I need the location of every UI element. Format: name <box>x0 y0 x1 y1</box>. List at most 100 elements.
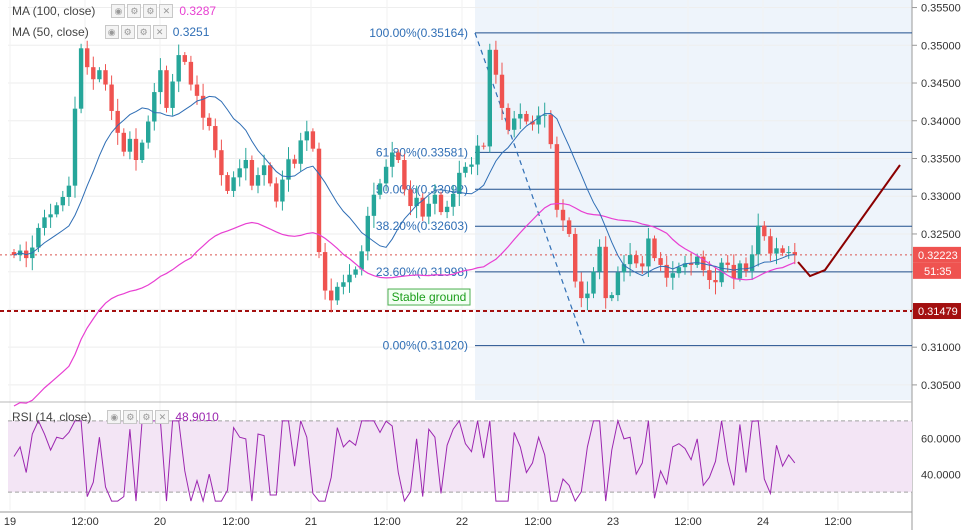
candle-body <box>170 81 175 108</box>
fibonacci-level-label: 100.00%(0.35164) <box>369 26 468 40</box>
candle-body <box>676 267 682 274</box>
fibonacci-zone <box>475 0 912 400</box>
candle-body <box>310 131 316 149</box>
candle-body <box>103 70 108 85</box>
countdown-tag-label: 51:35 <box>924 266 952 278</box>
candle-body <box>274 183 279 202</box>
candle-body <box>451 193 456 207</box>
candle-body <box>36 227 41 248</box>
candle-body <box>756 225 761 255</box>
eye-icon[interactable]: ◉ <box>104 25 119 39</box>
candle-body <box>688 263 694 265</box>
candle-body <box>518 113 523 119</box>
candle-body <box>133 138 139 160</box>
candle-body <box>286 159 291 180</box>
candle-body <box>213 126 218 151</box>
candle-body <box>261 165 267 176</box>
candle-body <box>60 196 65 206</box>
settings-icon[interactable]: ⚙ <box>136 25 151 39</box>
candle-body <box>335 286 340 301</box>
candle-body <box>243 160 248 169</box>
candle-body <box>121 132 126 152</box>
candle-body <box>225 175 230 191</box>
candle-body <box>713 280 718 283</box>
candle-body <box>737 263 743 279</box>
candle-body <box>200 95 206 118</box>
candle-body <box>115 110 120 133</box>
time-tick-label: 24 <box>757 516 769 528</box>
candle-body <box>329 290 334 301</box>
candle-body <box>371 194 377 216</box>
candle-body <box>585 293 590 299</box>
candle-body <box>420 197 425 217</box>
price-tick-label: 0.32500 <box>921 229 961 241</box>
candle-body <box>322 252 328 291</box>
candle-body <box>164 70 169 108</box>
candle-body <box>493 49 499 75</box>
gear-icon[interactable]: ⚙ <box>120 25 135 39</box>
ma100-label: MA (100, close) <box>12 4 96 18</box>
candle-body <box>347 274 352 283</box>
fibonacci-level-label: 38.20%(0.32603) <box>376 219 468 233</box>
candle-body <box>554 144 560 210</box>
candle-body <box>444 206 450 213</box>
time-tick-label: 12:00 <box>824 516 852 528</box>
fibonacci-level-label: 61.80%(0.33581) <box>376 145 468 159</box>
candle-body <box>487 49 492 147</box>
settings-icon[interactable]: ⚙ <box>143 4 158 18</box>
candle-body <box>634 255 639 264</box>
stable-ground-box <box>387 288 471 306</box>
candle-body <box>792 252 797 256</box>
price-tick-label: 0.33500 <box>921 153 961 165</box>
eye-icon[interactable]: ◉ <box>111 4 126 18</box>
candle-body <box>97 70 102 80</box>
candle-body <box>542 114 547 116</box>
time-tick-label: 19 <box>4 516 16 528</box>
candle-body <box>548 114 553 145</box>
candle-body <box>316 148 322 253</box>
time-tick-label: 12:00 <box>373 516 401 528</box>
candle-body <box>621 264 627 273</box>
candle-body <box>383 166 389 184</box>
close-icon[interactable]: ✕ <box>152 25 167 39</box>
ma100-legend[interactable]: MA (100, close) ◉ ⚙ ⚙ ✕ 0.3287 <box>12 4 216 18</box>
eye-icon[interactable]: ◉ <box>107 410 122 424</box>
candle-body <box>658 258 663 265</box>
candle-body <box>591 271 596 294</box>
candle-body <box>615 272 621 296</box>
candle-body <box>743 263 749 271</box>
support-price-tag <box>913 303 961 320</box>
rsi-tick-label: 60.0000 <box>921 434 961 446</box>
time-tick-label: 12:00 <box>222 516 250 528</box>
close-icon[interactable]: ✕ <box>155 410 170 424</box>
rsi-legend[interactable]: RSI (14, close) ◉ ⚙ ⚙ ✕ 48.9010 <box>12 410 219 424</box>
candle-body <box>304 131 309 141</box>
candle-body <box>127 138 133 152</box>
countdown-tag <box>913 262 961 279</box>
candle-body <box>463 166 468 173</box>
candle-body <box>560 209 566 221</box>
candle-body <box>249 160 255 186</box>
ma50-legend[interactable]: MA (50, close) ◉ ⚙ ⚙ ✕ 0.3251 <box>12 25 209 39</box>
candle-body <box>499 74 505 108</box>
time-tick-label: 22 <box>456 516 468 528</box>
candle-body <box>762 225 767 237</box>
candle-body <box>524 113 529 122</box>
close-icon[interactable]: ✕ <box>159 4 174 18</box>
settings-icon[interactable]: ⚙ <box>139 410 154 424</box>
ma50-line <box>13 95 795 277</box>
price-tick-label: 0.30500 <box>921 380 961 392</box>
time-tick-label: 12:00 <box>674 516 702 528</box>
candle-body <box>109 84 114 111</box>
gear-icon[interactable]: ⚙ <box>127 4 142 18</box>
candle-body <box>365 215 370 252</box>
candle-body <box>597 246 602 272</box>
candle-body <box>530 121 535 125</box>
candle-body <box>774 248 779 254</box>
gear-icon[interactable]: ⚙ <box>123 410 138 424</box>
candle-body <box>396 152 401 160</box>
rsi-label: RSI (14, close) <box>12 410 92 424</box>
candle-body <box>292 159 297 164</box>
price-tick-label: 0.31000 <box>921 342 961 354</box>
